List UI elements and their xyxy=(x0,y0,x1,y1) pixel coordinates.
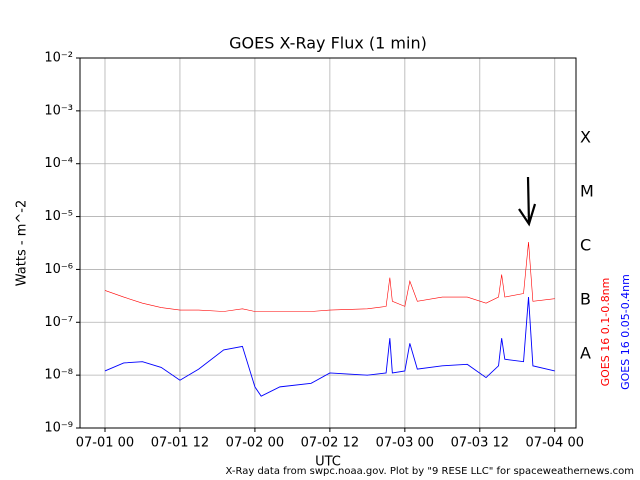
y-tick-label: 10⁻⁵ xyxy=(44,209,73,224)
x-tick-label: 07-02 12 xyxy=(301,436,359,451)
y-axis-label: Watts - m^-2 xyxy=(15,200,30,286)
y-tick-label: 10⁻⁸ xyxy=(44,368,73,383)
x-tick-label: 07-03 00 xyxy=(376,436,434,451)
y-tick-label: 10⁻⁶ xyxy=(44,262,73,277)
series-line xyxy=(104,241,555,312)
x-tick-label: 07-02 00 xyxy=(226,436,284,451)
x-tick-label: 07-04 00 xyxy=(526,436,584,451)
legend-label: GOES 16 0.05-0.4nm xyxy=(619,274,632,390)
footnote: X-Ray data from swpc.noaa.gov. Plot by "… xyxy=(226,466,634,477)
plot-area: 07-01 00 07-01 12 07-02 00 07-02 12 07-03 00… xyxy=(44,51,593,451)
y-tick-label: 10⁻³ xyxy=(44,103,73,118)
series-line xyxy=(104,297,555,397)
flare-class-label: C xyxy=(580,236,591,255)
flare-class-label: B xyxy=(580,290,591,309)
y-tick-label: 10⁻² xyxy=(44,51,73,66)
flare-class-label: M xyxy=(580,182,594,201)
y-tick-label: 10⁻⁹ xyxy=(44,421,73,436)
y-tick-label: 10⁻⁷ xyxy=(44,315,73,330)
flare-class-label: X xyxy=(580,128,591,147)
x-tick-label: 07-01 00 xyxy=(76,436,134,451)
x-tick-label: 07-01 12 xyxy=(151,436,209,451)
x-axis-label: UTC xyxy=(315,455,341,470)
x-tick-label: 07-03 12 xyxy=(451,436,509,451)
chart-title: GOES X-Ray Flux (1 min) xyxy=(229,34,427,53)
plot-frame xyxy=(79,57,577,429)
legend-label: GOES 16 0.1-0.8nm xyxy=(599,278,612,387)
arrow xyxy=(518,176,537,227)
flare-class-label: A xyxy=(580,344,591,363)
y-tick-label: 10⁻⁴ xyxy=(44,156,73,171)
